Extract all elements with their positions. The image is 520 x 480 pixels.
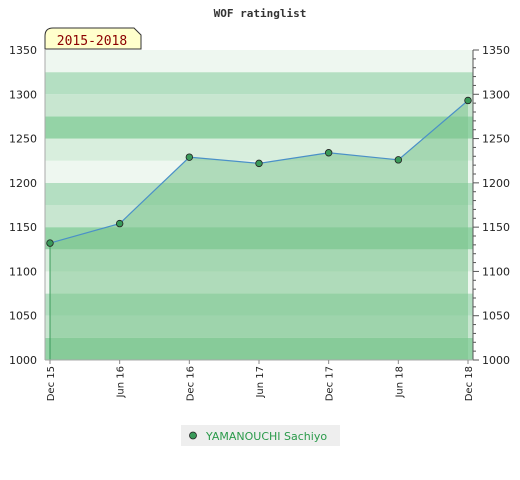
x-ticks: Dec 15 Jun 16 Dec 16 Jun 17 Dec 17 Jun 18 Dec …	[46, 360, 475, 401]
x-tick-label: Jun 17	[255, 366, 266, 399]
background-band	[45, 72, 473, 95]
y-tick-label-left: 1350	[9, 44, 37, 57]
legend-box	[181, 425, 340, 446]
data-point	[464, 96, 472, 105]
data-point	[324, 149, 333, 157]
x-tick-label: Dec 18	[464, 366, 475, 401]
y-tick-label-left: 1100	[9, 265, 37, 278]
chart-title: WOF ratinglist	[214, 7, 307, 20]
background-band	[45, 94, 473, 117]
background-band	[45, 138, 473, 161]
series-area	[50, 100, 468, 360]
period-badge-text: 2015-2018	[57, 34, 127, 49]
y-tick-label-right: 1100	[482, 265, 510, 278]
data-point	[394, 156, 403, 164]
background-band	[45, 116, 473, 139]
background-band	[45, 50, 473, 73]
x-tick-label: Dec 16	[185, 366, 196, 401]
y-tick-label-right: 1250	[482, 133, 510, 146]
y-tick-label-right: 1150	[482, 221, 510, 234]
y-tick-label-left: 1000	[9, 354, 37, 367]
data-point	[185, 153, 194, 161]
y-tick-label-right: 1200	[482, 177, 510, 190]
x-tick-label: Jun 18	[394, 366, 405, 399]
y-tick-label-left: 1200	[9, 177, 37, 190]
y-ticks-right: 1000 1050 1100 1150 1200 1250 1300 1350	[473, 44, 510, 367]
y-tick-label-left: 1250	[9, 133, 37, 146]
x-tick-label: Jun 16	[116, 366, 127, 399]
x-tick-label: Dec 17	[325, 366, 336, 401]
y-tick-label-left: 1050	[9, 310, 37, 323]
y-tick-label-left: 1150	[9, 221, 37, 234]
y-tick-label-right: 1350	[482, 44, 510, 57]
legend-marker	[189, 431, 197, 440]
x-tick-label: Dec 15	[46, 366, 57, 401]
y-tick-label-right: 1000	[482, 354, 510, 367]
legend: YAMANOUCHI Sachiyo	[181, 425, 340, 446]
y-tick-label-right: 1300	[482, 88, 510, 101]
y-ticks-left: 1000 1050 1100 1150 1200 1250 1300 1350	[9, 44, 37, 367]
data-point	[115, 219, 124, 228]
data-point	[46, 239, 54, 247]
y-tick-label-left: 1300	[9, 88, 37, 101]
y-tick-label-right: 1050	[482, 310, 510, 323]
data-points	[46, 96, 472, 247]
data-point	[255, 159, 263, 168]
period-badge: 2015-2018	[44, 27, 142, 50]
period-badge-box	[44, 27, 142, 50]
legend-label: YAMANOUCHI Sachiyo	[205, 430, 327, 443]
